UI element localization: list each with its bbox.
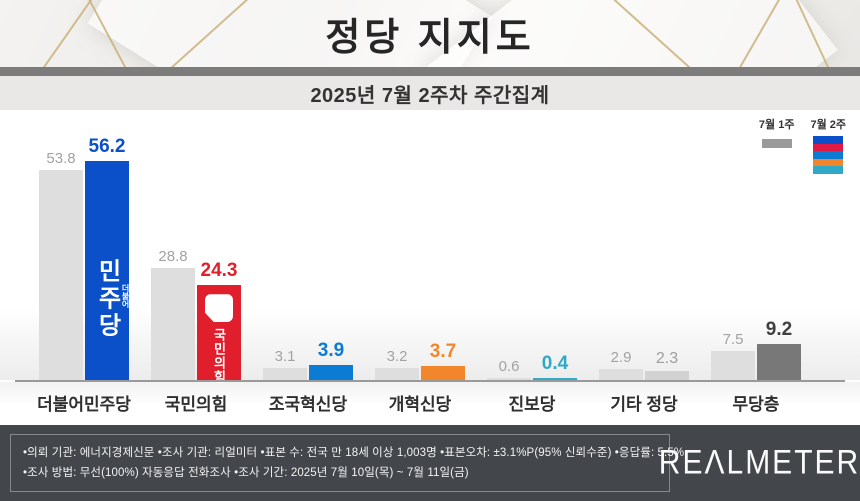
legend-color-stripe	[813, 151, 844, 159]
footer: •의뢰 기관: 에너지경제신문 •조사 기관: 리얼미터 •표본 수: 전국 만…	[0, 425, 860, 501]
value-label-week2: 3.7	[429, 340, 457, 362]
value-label-week2: 9.2	[765, 319, 793, 341]
bar-week1	[39, 170, 83, 380]
bar-week1	[263, 367, 307, 380]
bar-group: 3.1 3.9	[252, 340, 364, 380]
category-label: 무당층	[732, 395, 780, 414]
bar-column-week1: 3.2	[375, 348, 419, 380]
header-banner: 정당 지지도	[0, 0, 860, 67]
legend-color-stripe	[813, 143, 844, 152]
bar-column-week2: 0.4	[533, 353, 577, 380]
header-divider	[0, 67, 860, 76]
bar-week2: 국민의힘	[197, 285, 241, 384]
value-label-week1: 7.5	[722, 330, 744, 348]
bar-group: 3.2 3.7	[364, 341, 476, 380]
bar-week2	[421, 365, 465, 380]
value-label-week1: 3.2	[386, 347, 408, 365]
bar-week1	[151, 267, 195, 380]
category-label: 기타 정당	[610, 395, 678, 414]
bar-column-week2: 9.2	[757, 319, 801, 380]
democratic-party-logo-small-text: 더불어	[121, 283, 130, 308]
bar-column-week2: 3.7	[421, 341, 465, 380]
bar-column-week2: 3.9	[309, 340, 353, 380]
realmeter-logo: REΛLMETER	[658, 443, 860, 482]
bar-column-week1: 0.6	[487, 358, 531, 380]
legend-week2-label: 7월 2주	[810, 119, 846, 131]
value-label-week2: 2.3	[655, 350, 679, 368]
democratic-party-logo: 민주당	[93, 258, 121, 340]
legend-color-stripe	[813, 136, 844, 144]
bar-column-week2: 24.3 국민의힘	[197, 260, 241, 384]
legend-week1-label: 7월 1주	[758, 119, 795, 131]
legend-week1: 7월 1주	[758, 116, 795, 174]
bar-column-week2: 56.2 민주당 더불어	[85, 135, 130, 380]
bar-week1	[599, 368, 643, 380]
value-label-week1: 2.9	[610, 348, 632, 366]
bar-column-week1: 28.8	[151, 248, 195, 380]
bar-column-week1: 53.8	[39, 150, 83, 380]
people-power-party-logo-text: 국민의힘	[211, 328, 227, 385]
bar-group: 28.8 24.3 국민의힘	[140, 248, 252, 384]
bar-week1	[711, 350, 755, 380]
bar-week2	[757, 344, 801, 380]
value-label-week2: 56.2	[88, 135, 126, 157]
value-label-week2: 24.3	[200, 260, 238, 282]
value-label-week1: 53.8	[46, 150, 76, 168]
bar-week2	[645, 371, 689, 380]
legend-week2-swatch	[813, 136, 844, 174]
category-label: 진보당	[508, 395, 556, 414]
legend-color-stripe	[813, 166, 844, 174]
bar-group: 0.6 0.4	[476, 353, 588, 380]
bar-column-week2: 2.3	[645, 350, 689, 380]
bar-column-week1: 7.5	[711, 331, 755, 380]
category-label: 더불어민주당	[37, 395, 131, 414]
value-label-week1: 28.8	[158, 247, 188, 265]
category-label: 국민의힘	[164, 395, 228, 414]
bar-week1	[375, 367, 419, 380]
bar-group: 53.8 56.2 민주당 더불어	[28, 136, 140, 380]
survey-info-line1: •의뢰 기관: 에너지경제신문 •조사 기관: 리얼미터 •표본 수: 전국 만…	[23, 446, 685, 459]
bar-group: 7.5 9.2	[700, 319, 812, 380]
value-label-week2: 0.4	[541, 353, 569, 374]
chart-legend: 7월 1주 7월 2주	[759, 116, 846, 174]
people-power-party-logo-icon	[205, 294, 233, 323]
plot-area: 53.8 56.2 민주당 더불어 28.8 24.3 국민의힘 3.1 3.9 3.2 3.7 0.…	[28, 136, 812, 384]
page-title: 정당 지지도	[325, 17, 535, 59]
chart-subtitle: 2025년 7월 2주차 주간집계	[310, 84, 550, 107]
bar-week1	[487, 377, 531, 380]
subtitle-band: 2025년 7월 2주차 주간집계	[0, 76, 860, 110]
legend-color-stripe	[813, 158, 844, 167]
value-label-week2: 3.9	[317, 339, 345, 361]
x-axis-line	[15, 380, 845, 382]
category-labels-row: 더불어민주당 국민의힘 조국혁신당 개혁신당 진보당 기타 정당 무당층	[28, 390, 812, 415]
bar-week2: 민주당 더불어	[85, 160, 130, 380]
survey-info-box: •의뢰 기관: 에너지경제신문 •조사 기관: 리얼미터 •표본 수: 전국 만…	[10, 434, 685, 492]
bar-column-week1: 2.9	[599, 349, 643, 380]
bar-week2	[309, 364, 353, 380]
bar-chart: 7월 1주 7월 2주 53.8 56.2 민주당 더불어 28.8 24.3 국민의힘 3.…	[0, 110, 860, 425]
bar-group: 2.9 2.3	[588, 349, 700, 380]
legend-week2: 7월 2주	[810, 116, 846, 174]
survey-info-line2: •조사 방법: 무선(100%) 자동응답 전화조사 •조사 기간: 2025년…	[23, 467, 469, 479]
legend-week1-swatch	[761, 139, 792, 148]
value-label-week1: 0.6	[498, 357, 520, 375]
category-label: 개혁신당	[388, 395, 452, 414]
value-label-week1: 3.1	[274, 347, 296, 365]
chart-background-gradient	[0, 382, 860, 425]
category-label: 조국혁신당	[268, 395, 348, 414]
bar-column-week1: 3.1	[263, 348, 307, 380]
bar-week2	[533, 378, 577, 380]
